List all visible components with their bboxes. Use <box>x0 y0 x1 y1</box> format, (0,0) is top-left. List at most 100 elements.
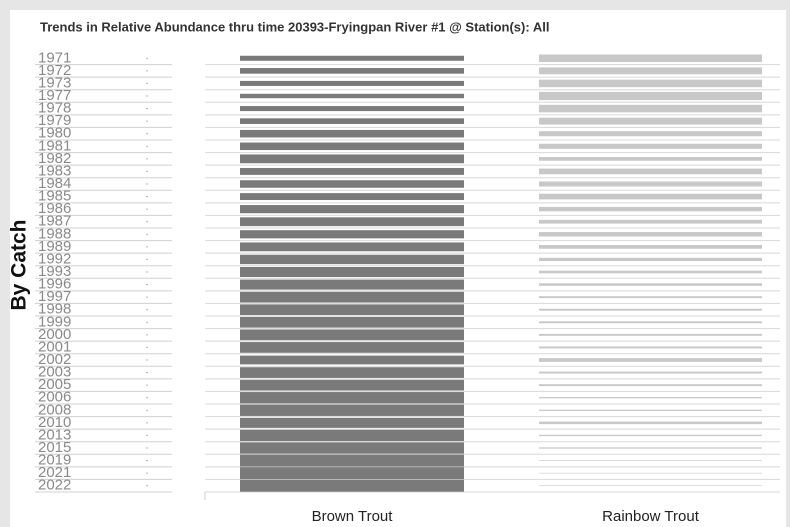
y-tick-label: 2002 <box>38 351 71 368</box>
y-tick-label: 1971 <box>38 49 71 66</box>
bar <box>240 68 464 74</box>
bar <box>539 131 762 137</box>
bar <box>240 467 464 480</box>
tick-dot <box>146 170 148 173</box>
bar <box>539 472 762 474</box>
bar <box>240 392 464 404</box>
y-tick-label: 1997 <box>38 288 71 305</box>
bar <box>539 460 762 461</box>
tick-dot <box>146 447 148 449</box>
bar <box>240 80 464 86</box>
y-tick-label: 1996 <box>38 276 71 293</box>
tick-dot <box>146 221 148 223</box>
bar <box>539 409 762 411</box>
y-tick-label: 1978 <box>38 100 71 117</box>
tick-dot <box>146 371 148 374</box>
bar <box>240 193 464 201</box>
bar <box>240 106 464 112</box>
tick-dot <box>146 334 148 336</box>
y-tick-label: 1999 <box>38 313 71 330</box>
bar <box>539 219 762 224</box>
tick-dot <box>146 422 148 424</box>
tick-dot <box>146 434 148 437</box>
bar <box>240 342 464 353</box>
y-tick-label: 1986 <box>38 200 71 217</box>
bar <box>240 142 464 151</box>
tick-dot <box>146 359 148 361</box>
y-tick-label: 2008 <box>38 401 71 418</box>
y-tick-label: 2003 <box>38 364 71 381</box>
bar <box>240 93 464 99</box>
bar <box>539 104 762 113</box>
bar <box>539 283 762 286</box>
bar <box>539 321 762 324</box>
y-tick-label: 2015 <box>38 439 71 456</box>
tick-dot <box>146 120 148 122</box>
y-axis-label: By Catch <box>8 219 31 310</box>
bar <box>539 257 762 261</box>
y-tick-label: 1987 <box>38 213 71 230</box>
bar <box>240 367 464 378</box>
y-tick-label: 1979 <box>38 112 71 129</box>
bar <box>240 180 464 188</box>
bar <box>240 379 464 391</box>
bar <box>240 129 464 138</box>
tick-dot <box>146 208 148 210</box>
y-tick-label: 2005 <box>38 376 71 393</box>
bar <box>240 429 464 442</box>
bar <box>539 434 762 437</box>
tick-dot <box>146 459 148 462</box>
bar <box>240 454 464 467</box>
tick-dot <box>146 183 148 185</box>
bar <box>539 206 762 212</box>
tick-dot <box>146 309 148 311</box>
bar <box>539 143 762 149</box>
bar <box>539 397 762 399</box>
bar <box>539 168 762 175</box>
tick-dot <box>146 246 148 248</box>
bar <box>240 417 464 428</box>
tick-dot <box>146 409 148 411</box>
y-tick-label: 2021 <box>38 464 71 481</box>
bar <box>539 232 762 237</box>
bar <box>240 316 464 328</box>
bar <box>539 79 762 88</box>
tick-dot <box>146 258 148 261</box>
bar <box>240 442 464 454</box>
y-tick-label: 2019 <box>38 452 71 469</box>
bar <box>539 421 762 425</box>
bar <box>240 242 464 252</box>
y-tick-label: 1988 <box>38 225 71 242</box>
y-tick-label: 1993 <box>38 263 71 280</box>
y-tick-label: 1998 <box>38 301 71 318</box>
bar <box>240 266 464 278</box>
bar <box>240 279 464 290</box>
tick-dot <box>146 485 148 487</box>
bar <box>539 358 762 362</box>
y-tick-label: 2000 <box>38 326 71 343</box>
bar <box>539 308 762 311</box>
y-tick-label: 1992 <box>38 250 71 267</box>
bar <box>240 479 464 492</box>
bar <box>539 54 762 63</box>
bar <box>539 193 762 200</box>
bar <box>240 154 464 164</box>
tick-dot <box>146 70 148 72</box>
tick-dot <box>146 233 148 235</box>
bar <box>240 304 464 316</box>
x-tick-label: Brown Trout <box>312 508 394 525</box>
y-tick-label: 1989 <box>38 238 71 255</box>
bar <box>539 67 762 75</box>
bar <box>539 181 762 187</box>
bar <box>539 333 762 336</box>
bar <box>240 329 464 341</box>
bar <box>539 346 762 349</box>
bar <box>539 117 762 125</box>
tick-dot <box>146 397 148 399</box>
tick-dot <box>146 145 148 147</box>
y-tick-label: 1983 <box>38 162 71 179</box>
tick-dot <box>146 321 148 323</box>
bar <box>240 55 464 61</box>
tick-dot <box>146 195 148 198</box>
y-tick-label: 2013 <box>38 426 71 443</box>
